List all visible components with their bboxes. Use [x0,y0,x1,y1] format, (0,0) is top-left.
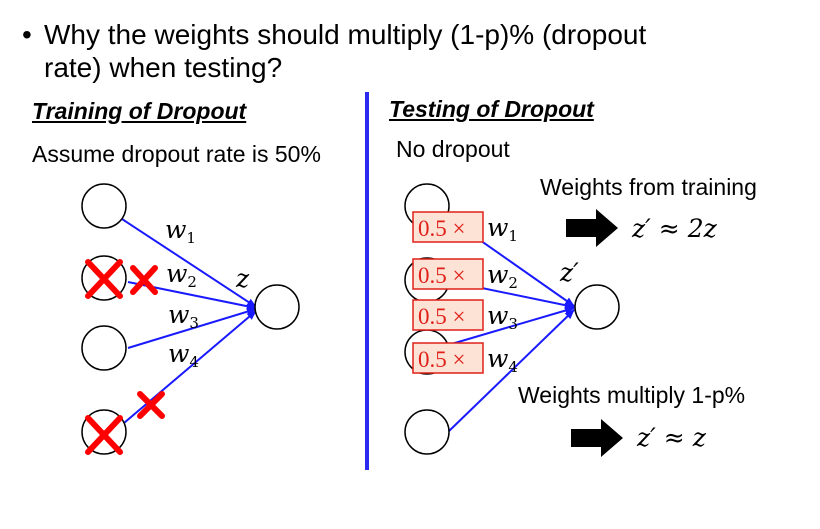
result-bottom: z′ ≈ z [636,423,707,452]
training-input-neuron-3 [81,325,127,371]
caption-weights-multiply: Weights multiply 1-p% [518,382,746,408]
training-heading: Training of Dropout [32,98,247,124]
training-weight-label-1: w1 [165,215,196,247]
training-input-neuron-1 [81,183,127,229]
testing-network: 0.5 × 0.5 × 0.5 × 0.5 × w1 w2 w3 w4 z′ [404,183,620,455]
training-weight-label-4: w4 [168,339,199,371]
svg-text:0.5 ×: 0.5 × [418,263,465,288]
svg-text:0.5 ×: 0.5 × [418,216,465,241]
training-weight-label-2: w2 [166,259,197,291]
testing-heading: Testing of Dropout [389,96,594,122]
question-line-1: Why the weights should multiply (1-p)% (… [44,19,647,50]
training-assumption: Assume dropout rate is 50% [32,141,321,167]
multiplier-box-2: 0.5 × [412,258,484,290]
multiplier-box-1: 0.5 × [412,211,484,243]
testing-output-label: z′ [559,258,579,287]
question-line-2: rate) when testing? [44,52,283,83]
training-weight-label-3: w3 [168,300,199,332]
svg-text:0.5 ×: 0.5 × [418,347,465,372]
testing-weight-label-1: w1 [487,213,518,245]
bullet-marker: • [22,19,32,50]
cross-icon [137,391,165,419]
multiplier-box-4: 0.5 × [412,342,484,374]
testing-edge-3 [447,306,575,346]
right-arrow-icon [571,419,623,457]
training-network: w1 w2 w3 w4 z [81,183,300,455]
svg-text:0.5 ×: 0.5 × [418,304,465,329]
testing-weight-label-4: w4 [487,344,518,376]
training-edge-1 [121,218,257,308]
training-edge-3 [127,307,257,349]
multiplier-box-3: 0.5 × [412,299,484,331]
testing-note: No dropout [396,136,510,162]
testing-output-neuron [574,284,620,330]
testing-weight-label-3: w3 [487,301,518,333]
training-edge-4 [123,310,257,424]
testing-input-neuron-4 [404,409,450,455]
testing-weight-label-2: w2 [487,260,518,292]
question-text: Why the weights should multiply (1-p)% (… [44,18,764,84]
testing-edge-4 [447,309,575,433]
training-output-neuron [254,284,300,330]
training-output-label: z [235,264,250,293]
cross-icon [85,259,123,299]
caption-weights-from-training: Weights from training [540,174,757,200]
result-top: z′ ≈ 2z [631,214,718,243]
cross-icon [85,415,123,455]
right-arrow-icon [566,209,618,247]
cross-icon [130,265,158,295]
